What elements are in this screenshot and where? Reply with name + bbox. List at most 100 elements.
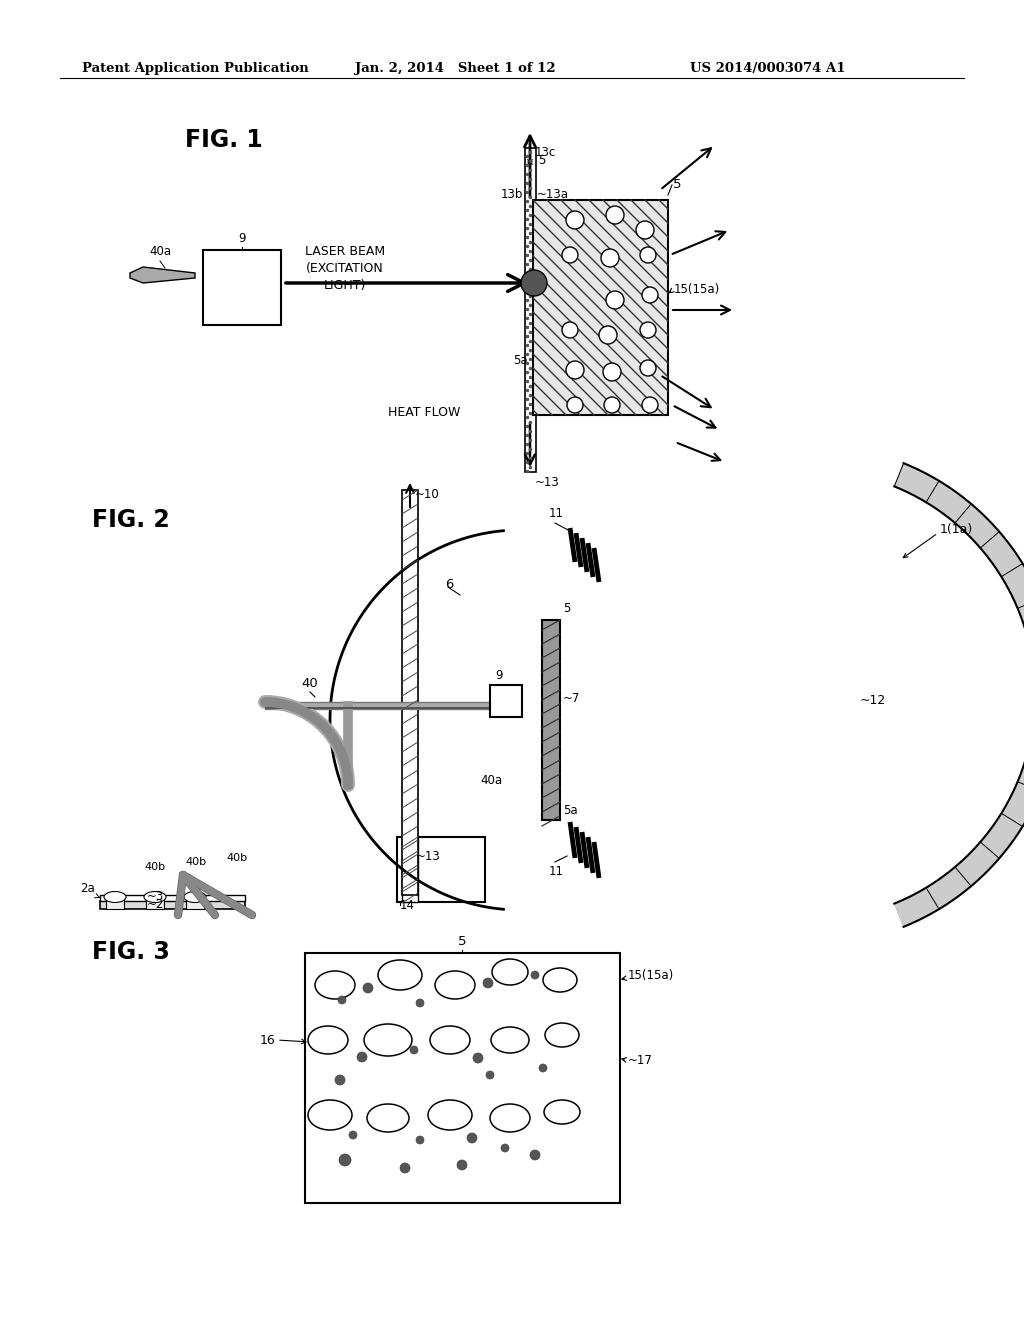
Bar bbox=[534, 201, 668, 414]
Text: FIG. 2: FIG. 2 bbox=[92, 508, 170, 532]
Circle shape bbox=[531, 972, 539, 979]
Text: ~13: ~13 bbox=[535, 477, 560, 488]
Text: FIG. 3: FIG. 3 bbox=[92, 940, 170, 964]
Circle shape bbox=[567, 397, 583, 413]
Ellipse shape bbox=[435, 972, 475, 999]
Bar bbox=[100, 895, 245, 902]
Text: FIG. 1: FIG. 1 bbox=[185, 128, 263, 152]
Bar bbox=[397, 837, 485, 902]
Bar bbox=[146, 898, 164, 909]
Bar bbox=[542, 620, 560, 820]
Circle shape bbox=[467, 1133, 477, 1143]
Text: 9: 9 bbox=[239, 232, 246, 246]
Text: 5a: 5a bbox=[563, 804, 578, 817]
Text: 16: 16 bbox=[259, 1034, 275, 1047]
Text: ~17: ~17 bbox=[628, 1053, 653, 1067]
Text: US 2014/0003074 A1: US 2014/0003074 A1 bbox=[690, 62, 846, 75]
Text: ~7: ~7 bbox=[563, 692, 581, 705]
Bar bbox=[265, 708, 490, 709]
Text: 6: 6 bbox=[445, 578, 454, 591]
Text: 15(15a): 15(15a) bbox=[674, 284, 720, 297]
Circle shape bbox=[486, 1071, 494, 1078]
Text: Jan. 2, 2014   Sheet 1 of 12: Jan. 2, 2014 Sheet 1 of 12 bbox=[355, 62, 556, 75]
Circle shape bbox=[349, 1131, 357, 1139]
Circle shape bbox=[530, 1150, 540, 1160]
Text: 13b: 13b bbox=[501, 189, 523, 202]
Text: ~3: ~3 bbox=[146, 890, 164, 903]
Circle shape bbox=[562, 247, 578, 263]
Text: LASER BEAM
(EXCITATION
LIGHT): LASER BEAM (EXCITATION LIGHT) bbox=[305, 246, 385, 292]
Circle shape bbox=[473, 1053, 483, 1063]
Circle shape bbox=[362, 983, 373, 993]
Text: 5: 5 bbox=[538, 153, 546, 166]
Ellipse shape bbox=[545, 1023, 579, 1047]
Circle shape bbox=[338, 997, 346, 1005]
Ellipse shape bbox=[308, 1026, 348, 1053]
Circle shape bbox=[642, 397, 658, 413]
Circle shape bbox=[483, 978, 493, 987]
Circle shape bbox=[410, 1045, 418, 1053]
Text: HEAT FLOW: HEAT FLOW bbox=[388, 405, 461, 418]
Bar bbox=[106, 898, 124, 909]
Circle shape bbox=[521, 271, 547, 296]
Circle shape bbox=[604, 397, 620, 413]
Circle shape bbox=[640, 360, 656, 376]
Bar bbox=[100, 902, 245, 909]
Text: 11: 11 bbox=[549, 507, 563, 520]
Circle shape bbox=[640, 322, 656, 338]
Circle shape bbox=[599, 326, 617, 345]
Text: 14: 14 bbox=[400, 899, 415, 912]
Ellipse shape bbox=[184, 891, 206, 903]
Text: 40: 40 bbox=[302, 677, 318, 690]
Text: ~10: ~10 bbox=[415, 488, 439, 502]
Text: 13c: 13c bbox=[535, 145, 556, 158]
Ellipse shape bbox=[544, 1100, 580, 1125]
Text: 2a: 2a bbox=[80, 882, 95, 895]
Bar bbox=[186, 898, 204, 909]
Polygon shape bbox=[894, 463, 1024, 927]
Text: 40b: 40b bbox=[185, 857, 207, 867]
Ellipse shape bbox=[104, 891, 126, 903]
Text: ~13: ~13 bbox=[416, 850, 440, 863]
Circle shape bbox=[636, 220, 654, 239]
Circle shape bbox=[501, 1144, 509, 1152]
Circle shape bbox=[335, 1074, 345, 1085]
Circle shape bbox=[539, 1064, 547, 1072]
Circle shape bbox=[416, 999, 424, 1007]
Ellipse shape bbox=[428, 1100, 472, 1130]
Ellipse shape bbox=[364, 1024, 412, 1056]
Text: 40b: 40b bbox=[144, 862, 166, 873]
Bar bbox=[265, 702, 490, 709]
Text: 1(1a): 1(1a) bbox=[940, 524, 973, 536]
Bar bbox=[402, 837, 418, 902]
Text: 40b: 40b bbox=[226, 853, 248, 863]
Ellipse shape bbox=[490, 1104, 530, 1133]
Circle shape bbox=[606, 290, 624, 309]
Text: 11: 11 bbox=[549, 865, 563, 878]
Circle shape bbox=[416, 1137, 424, 1144]
Ellipse shape bbox=[315, 972, 355, 999]
Text: ~12: ~12 bbox=[860, 693, 886, 706]
Text: 5: 5 bbox=[458, 935, 466, 948]
Text: 40a: 40a bbox=[480, 774, 502, 787]
Ellipse shape bbox=[378, 960, 422, 990]
Ellipse shape bbox=[492, 960, 528, 985]
Circle shape bbox=[601, 249, 618, 267]
Circle shape bbox=[400, 1163, 410, 1173]
Circle shape bbox=[640, 247, 656, 263]
Ellipse shape bbox=[144, 891, 166, 903]
Bar bbox=[203, 249, 281, 325]
Ellipse shape bbox=[490, 1027, 529, 1053]
Circle shape bbox=[642, 286, 658, 304]
Ellipse shape bbox=[308, 1100, 352, 1130]
Bar bbox=[402, 490, 418, 895]
Text: ~2: ~2 bbox=[146, 898, 164, 911]
Circle shape bbox=[339, 1154, 351, 1166]
Bar bbox=[490, 685, 522, 717]
Circle shape bbox=[566, 360, 584, 379]
Circle shape bbox=[562, 322, 578, 338]
Bar bbox=[525, 148, 536, 473]
Text: 5: 5 bbox=[563, 602, 570, 615]
Text: 5: 5 bbox=[673, 178, 682, 191]
Polygon shape bbox=[130, 267, 195, 282]
